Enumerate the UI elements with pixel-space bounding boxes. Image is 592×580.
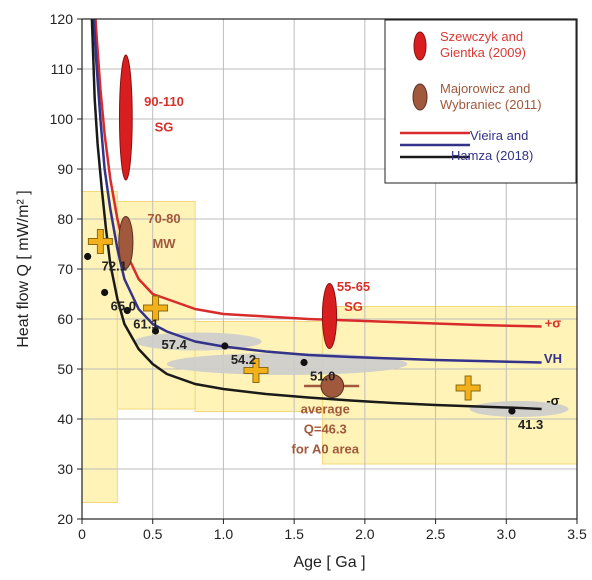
yellow-band-3 bbox=[321, 306, 577, 465]
legend-entry-vh-line-0: Vieira and bbox=[470, 128, 528, 143]
y-tick-label-5: 70 bbox=[57, 261, 73, 277]
data-point-label-3: 57.4 bbox=[162, 337, 188, 352]
data-point-6 bbox=[508, 407, 516, 415]
legend-entry-mw-line-1: Wybraniec (2011) bbox=[440, 97, 542, 112]
y-tick-label-1: 30 bbox=[57, 461, 73, 477]
legend-sg-swatch bbox=[413, 31, 427, 61]
markers bbox=[84, 54, 516, 415]
x-tick-label-2: 1.0 bbox=[214, 526, 234, 542]
annotation-5: SG bbox=[344, 299, 363, 314]
annotation-0: 90-110 bbox=[144, 94, 184, 109]
y-tick-label-4: 60 bbox=[57, 311, 73, 327]
x-tick-label-4: 2.0 bbox=[355, 526, 375, 542]
sg-marker-1 bbox=[321, 283, 338, 349]
curves bbox=[90, 19, 542, 411]
cross-marker-3 bbox=[455, 375, 481, 401]
annotations: 72.1 65.0 61.1 57.4 54.2 51.0 41.3 90-110 SG 70-8… bbox=[102, 94, 562, 457]
annotation-4: 55-65 bbox=[337, 279, 370, 294]
data-point-0 bbox=[84, 252, 92, 261]
annotation-10: VH bbox=[544, 351, 562, 366]
data-point-label-6: 41.3 bbox=[518, 417, 543, 432]
annotation-11: -σ bbox=[546, 393, 559, 408]
legend-entry-sg-line-1: Gientka (2009) bbox=[440, 45, 526, 60]
x-tick-label-1: 0.5 bbox=[143, 526, 163, 542]
data-point-label-2: 61.1 bbox=[133, 317, 158, 332]
data-point-3 bbox=[151, 327, 160, 335]
y-tick-label-2: 40 bbox=[57, 411, 73, 427]
series-line-0 bbox=[94, 19, 542, 328]
data-point-5 bbox=[300, 358, 308, 367]
y-axis-title: Heat flow Q [ mW/m² ] bbox=[15, 190, 32, 347]
series-line-1 bbox=[92, 19, 542, 364]
annotation-7: Q=46.3 bbox=[304, 422, 347, 437]
annotation-2: 70-80 bbox=[147, 211, 180, 226]
annotation-6: average bbox=[301, 402, 350, 417]
y-tick-label-7: 90 bbox=[57, 161, 73, 177]
grey-ellipse-1 bbox=[166, 353, 408, 375]
data-point-label-0: 72.1 bbox=[102, 259, 127, 274]
legend-entry-sg-line-0: Szewczyk and bbox=[440, 29, 523, 44]
legend-mw-swatch bbox=[412, 83, 428, 111]
mw-marker-0 bbox=[118, 216, 134, 269]
y-tick-label-3: 50 bbox=[57, 361, 73, 377]
cross-marker-2 bbox=[243, 358, 269, 383]
x-tick-label-5: 2.5 bbox=[426, 526, 446, 542]
y-tick-label-0: 20 bbox=[57, 511, 73, 527]
series-line-2 bbox=[90, 19, 542, 411]
y-tick-label-6: 80 bbox=[57, 211, 73, 227]
annotation-3: MW bbox=[152, 236, 176, 251]
y-tick-label-10: 120 bbox=[50, 11, 74, 27]
legend-entry-vh-line-1: Hamza (2018) bbox=[451, 148, 533, 163]
x-tick-label-3: 1.5 bbox=[284, 526, 304, 542]
x-axis-title: Age [ Ga ] bbox=[293, 554, 365, 571]
annotation-9: +σ bbox=[545, 316, 562, 331]
axes: 0 0.5 1.0 1.5 2.0 2.5 3.0 3.5 20 30 40 50 60 70 80 90 10… bbox=[15, 11, 587, 571]
x-tick-label-6: 3.0 bbox=[497, 526, 517, 542]
average-marker bbox=[320, 374, 345, 398]
x-tick-label-7: 3.5 bbox=[567, 526, 587, 542]
annotation-1: SG bbox=[155, 120, 174, 135]
sg-marker-0 bbox=[118, 54, 133, 181]
cross-marker-0 bbox=[87, 229, 113, 254]
y-tick-label-9: 110 bbox=[51, 61, 74, 77]
data-point-1 bbox=[101, 288, 109, 297]
data-point-label-4: 54.2 bbox=[231, 352, 256, 367]
cross-marker-1 bbox=[143, 295, 169, 321]
data-point-2 bbox=[123, 306, 131, 315]
annotation-8: for A0 area bbox=[292, 442, 360, 457]
x-tick-label-0: 0 bbox=[78, 526, 86, 542]
data-point-label-5: 51.0 bbox=[310, 369, 335, 384]
data-point-label-1: 65.0 bbox=[111, 299, 136, 314]
y-tick-label-8: 100 bbox=[50, 111, 74, 127]
data-point-4 bbox=[221, 342, 229, 350]
legend-entry-mw-line-0: Majorowicz and bbox=[440, 81, 530, 96]
